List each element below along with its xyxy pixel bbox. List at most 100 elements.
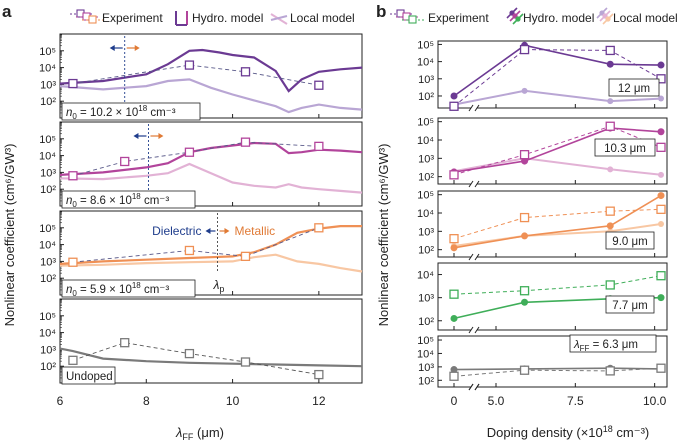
density-label-a2: n0 = 8.6 × 1018 cm⁻³ bbox=[61, 190, 196, 209]
y-tick-label-a4: 10³ bbox=[40, 344, 56, 356]
wavelength-tag-b4-text: 7.7 μm bbox=[612, 300, 647, 312]
experiment-line-b5 bbox=[453, 367, 662, 377]
local-model-line-a1 bbox=[59, 78, 363, 114]
experiment-point-a2 bbox=[240, 137, 251, 147]
legend-experiment-square bbox=[88, 15, 97, 24]
x-axis-label-b-unit: cm⁻³) bbox=[613, 425, 649, 440]
subplot-a4: 10² 10³ 10⁴ 10⁵ bbox=[39, 298, 363, 384]
x-tick-label-a: 8 bbox=[143, 394, 150, 408]
experiment-point-a2 bbox=[314, 141, 324, 152]
y-tick-label-a2: 10⁵ bbox=[39, 134, 56, 146]
x-axis-label-a-lambda: λ bbox=[175, 425, 182, 440]
experiment-point-a2 bbox=[184, 147, 195, 157]
axis-break-mark-b2 bbox=[474, 180, 480, 188]
legend-b-hydro-icon bbox=[506, 7, 524, 25]
wavelength-tag-b5-sub: FF bbox=[580, 344, 590, 353]
axis-break-mark-b1 bbox=[468, 104, 474, 112]
density-label-a1-box bbox=[61, 102, 201, 121]
density-label-a1-n: n bbox=[66, 107, 72, 119]
hydro-model-point-b1 bbox=[657, 61, 665, 69]
density-label-a2-sub: 0 bbox=[72, 200, 77, 209]
y-tick-label-a1: 10³ bbox=[40, 79, 56, 91]
density-label-a1-value: = 10.2 × 10 bbox=[77, 107, 138, 119]
experiment-point-b1 bbox=[519, 44, 530, 55]
subplot-frame-a3 bbox=[59, 210, 363, 296]
metallic-arrow-head-a2 bbox=[158, 133, 164, 139]
legend-b-experiment-icon bbox=[390, 9, 424, 24]
subplot-b2: 10² 10³ 10⁴ 10⁵ bbox=[417, 117, 668, 188]
density-label-a3-value: = 5.9 × 10 bbox=[77, 284, 132, 296]
wavelength-tag-b2: 10.3 μm bbox=[594, 138, 656, 157]
experiment-point-b2 bbox=[605, 121, 615, 131]
experiment-point-a4 bbox=[184, 348, 195, 359]
x-axis-label-a-sub: FF bbox=[182, 432, 193, 442]
experiment-point-b3 bbox=[605, 206, 615, 216]
hydro-model-point-b4 bbox=[521, 298, 529, 306]
subplot-a2: 10² 10³ 10⁴ 10⁵ bbox=[39, 121, 363, 207]
y-tick-label-a3: 10³ bbox=[40, 256, 56, 268]
experiment-point-b2 bbox=[656, 142, 666, 152]
wavelength-tag-b5-box bbox=[569, 334, 657, 353]
experiment-line-b4 bbox=[453, 275, 662, 295]
density-label-a1-sub: 0 bbox=[72, 112, 77, 121]
density-label-a3-box bbox=[61, 279, 196, 298]
experiment-point-a3 bbox=[314, 223, 324, 233]
y-tick-label-b4: 10⁴ bbox=[417, 270, 434, 282]
y-tick-label-a3: 10⁵ bbox=[39, 223, 56, 235]
density-label-a3-text: n0 = 5.9 × 1018 cm⁻³ bbox=[66, 281, 169, 298]
y-tick-label-a2: 10² bbox=[40, 184, 56, 196]
experiment-point-b3 bbox=[449, 234, 459, 244]
experiment-point-a3 bbox=[184, 245, 195, 256]
subplot-frame-b4 bbox=[437, 262, 668, 331]
y-tick-label-b3: 10⁵ bbox=[417, 190, 434, 202]
axis-break-mask-b2 bbox=[471, 182, 477, 186]
density-label-a2-n: n bbox=[66, 195, 72, 207]
axis-break-mask-b3 bbox=[471, 255, 477, 259]
legend-a-experiment-label: Experiment bbox=[102, 11, 163, 25]
density-label-a3-exp: 18 bbox=[132, 281, 141, 290]
experiment-point-b1 bbox=[449, 101, 459, 111]
experiment-point-a2 bbox=[68, 171, 78, 181]
axis-break-mask-b1 bbox=[471, 106, 477, 110]
density-label-a2-text: n0 = 8.6 × 1018 cm⁻³ bbox=[66, 192, 169, 209]
y-tick-label-b1: 10⁵ bbox=[417, 39, 434, 51]
wavelength-tag-b4: 7.7 μm bbox=[605, 295, 655, 314]
density-label-a3: n0 = 5.9 × 1018 cm⁻³ bbox=[61, 279, 196, 298]
density-label-a1-exp: 18 bbox=[138, 104, 147, 113]
x-axis-label-b-main: Doping density (×10 bbox=[487, 425, 603, 440]
x-axis-label-a-unit: (μm) bbox=[193, 425, 224, 440]
y-tick-label-a1: 10⁵ bbox=[39, 46, 56, 58]
y-tick-label-b5: 10² bbox=[418, 375, 434, 387]
experiment-point-b2 bbox=[519, 150, 530, 160]
density-label-a1-unit: cm⁻³ bbox=[147, 107, 176, 119]
undoped-label-text: Undoped bbox=[66, 371, 113, 383]
x-tick-label-b: 7.5 bbox=[567, 394, 584, 408]
y-tick-label-b2: 10⁵ bbox=[417, 117, 434, 129]
wavelength-tag-b1-text: 12 μm bbox=[618, 83, 650, 95]
experiment-point-a1 bbox=[314, 80, 324, 90]
subplot-frame-a4 bbox=[59, 298, 363, 384]
x-tick-label-b: 5.0 bbox=[488, 394, 505, 408]
wavelength-tag-b3: 9.0 μm bbox=[605, 231, 655, 250]
axis-break-mark-b3 bbox=[474, 253, 480, 261]
lambda-p-symbol: λ bbox=[212, 278, 219, 292]
legend-b: Experiment Hydro. model Local model bbox=[390, 7, 678, 25]
axis-break-mark-b4 bbox=[468, 326, 474, 334]
dielectric-arrow-head-a1 bbox=[109, 45, 115, 51]
experiment-point-b4 bbox=[519, 286, 530, 296]
y-tick-label-b1: 10² bbox=[418, 91, 434, 103]
subplot-frame-b2 bbox=[437, 117, 668, 185]
y-tick-label-b3: 10² bbox=[418, 245, 434, 257]
wavelength-tag-b3-text: 9.0 μm bbox=[612, 236, 647, 248]
y-tick-label-a1: 10⁴ bbox=[39, 63, 56, 75]
axis-break-mark-b2 bbox=[468, 180, 474, 188]
density-label-a3-sub: 0 bbox=[72, 289, 77, 298]
experiment-point-b5 bbox=[449, 371, 459, 381]
local-model-point-b1 bbox=[607, 98, 614, 105]
y-tick-label-b2: 10³ bbox=[418, 153, 434, 165]
local-model-point-b1 bbox=[658, 95, 664, 102]
experiment-line-b2 bbox=[453, 125, 662, 176]
axis-break-mark-b3 bbox=[468, 253, 474, 261]
experiment-line-a1 bbox=[72, 64, 319, 86]
